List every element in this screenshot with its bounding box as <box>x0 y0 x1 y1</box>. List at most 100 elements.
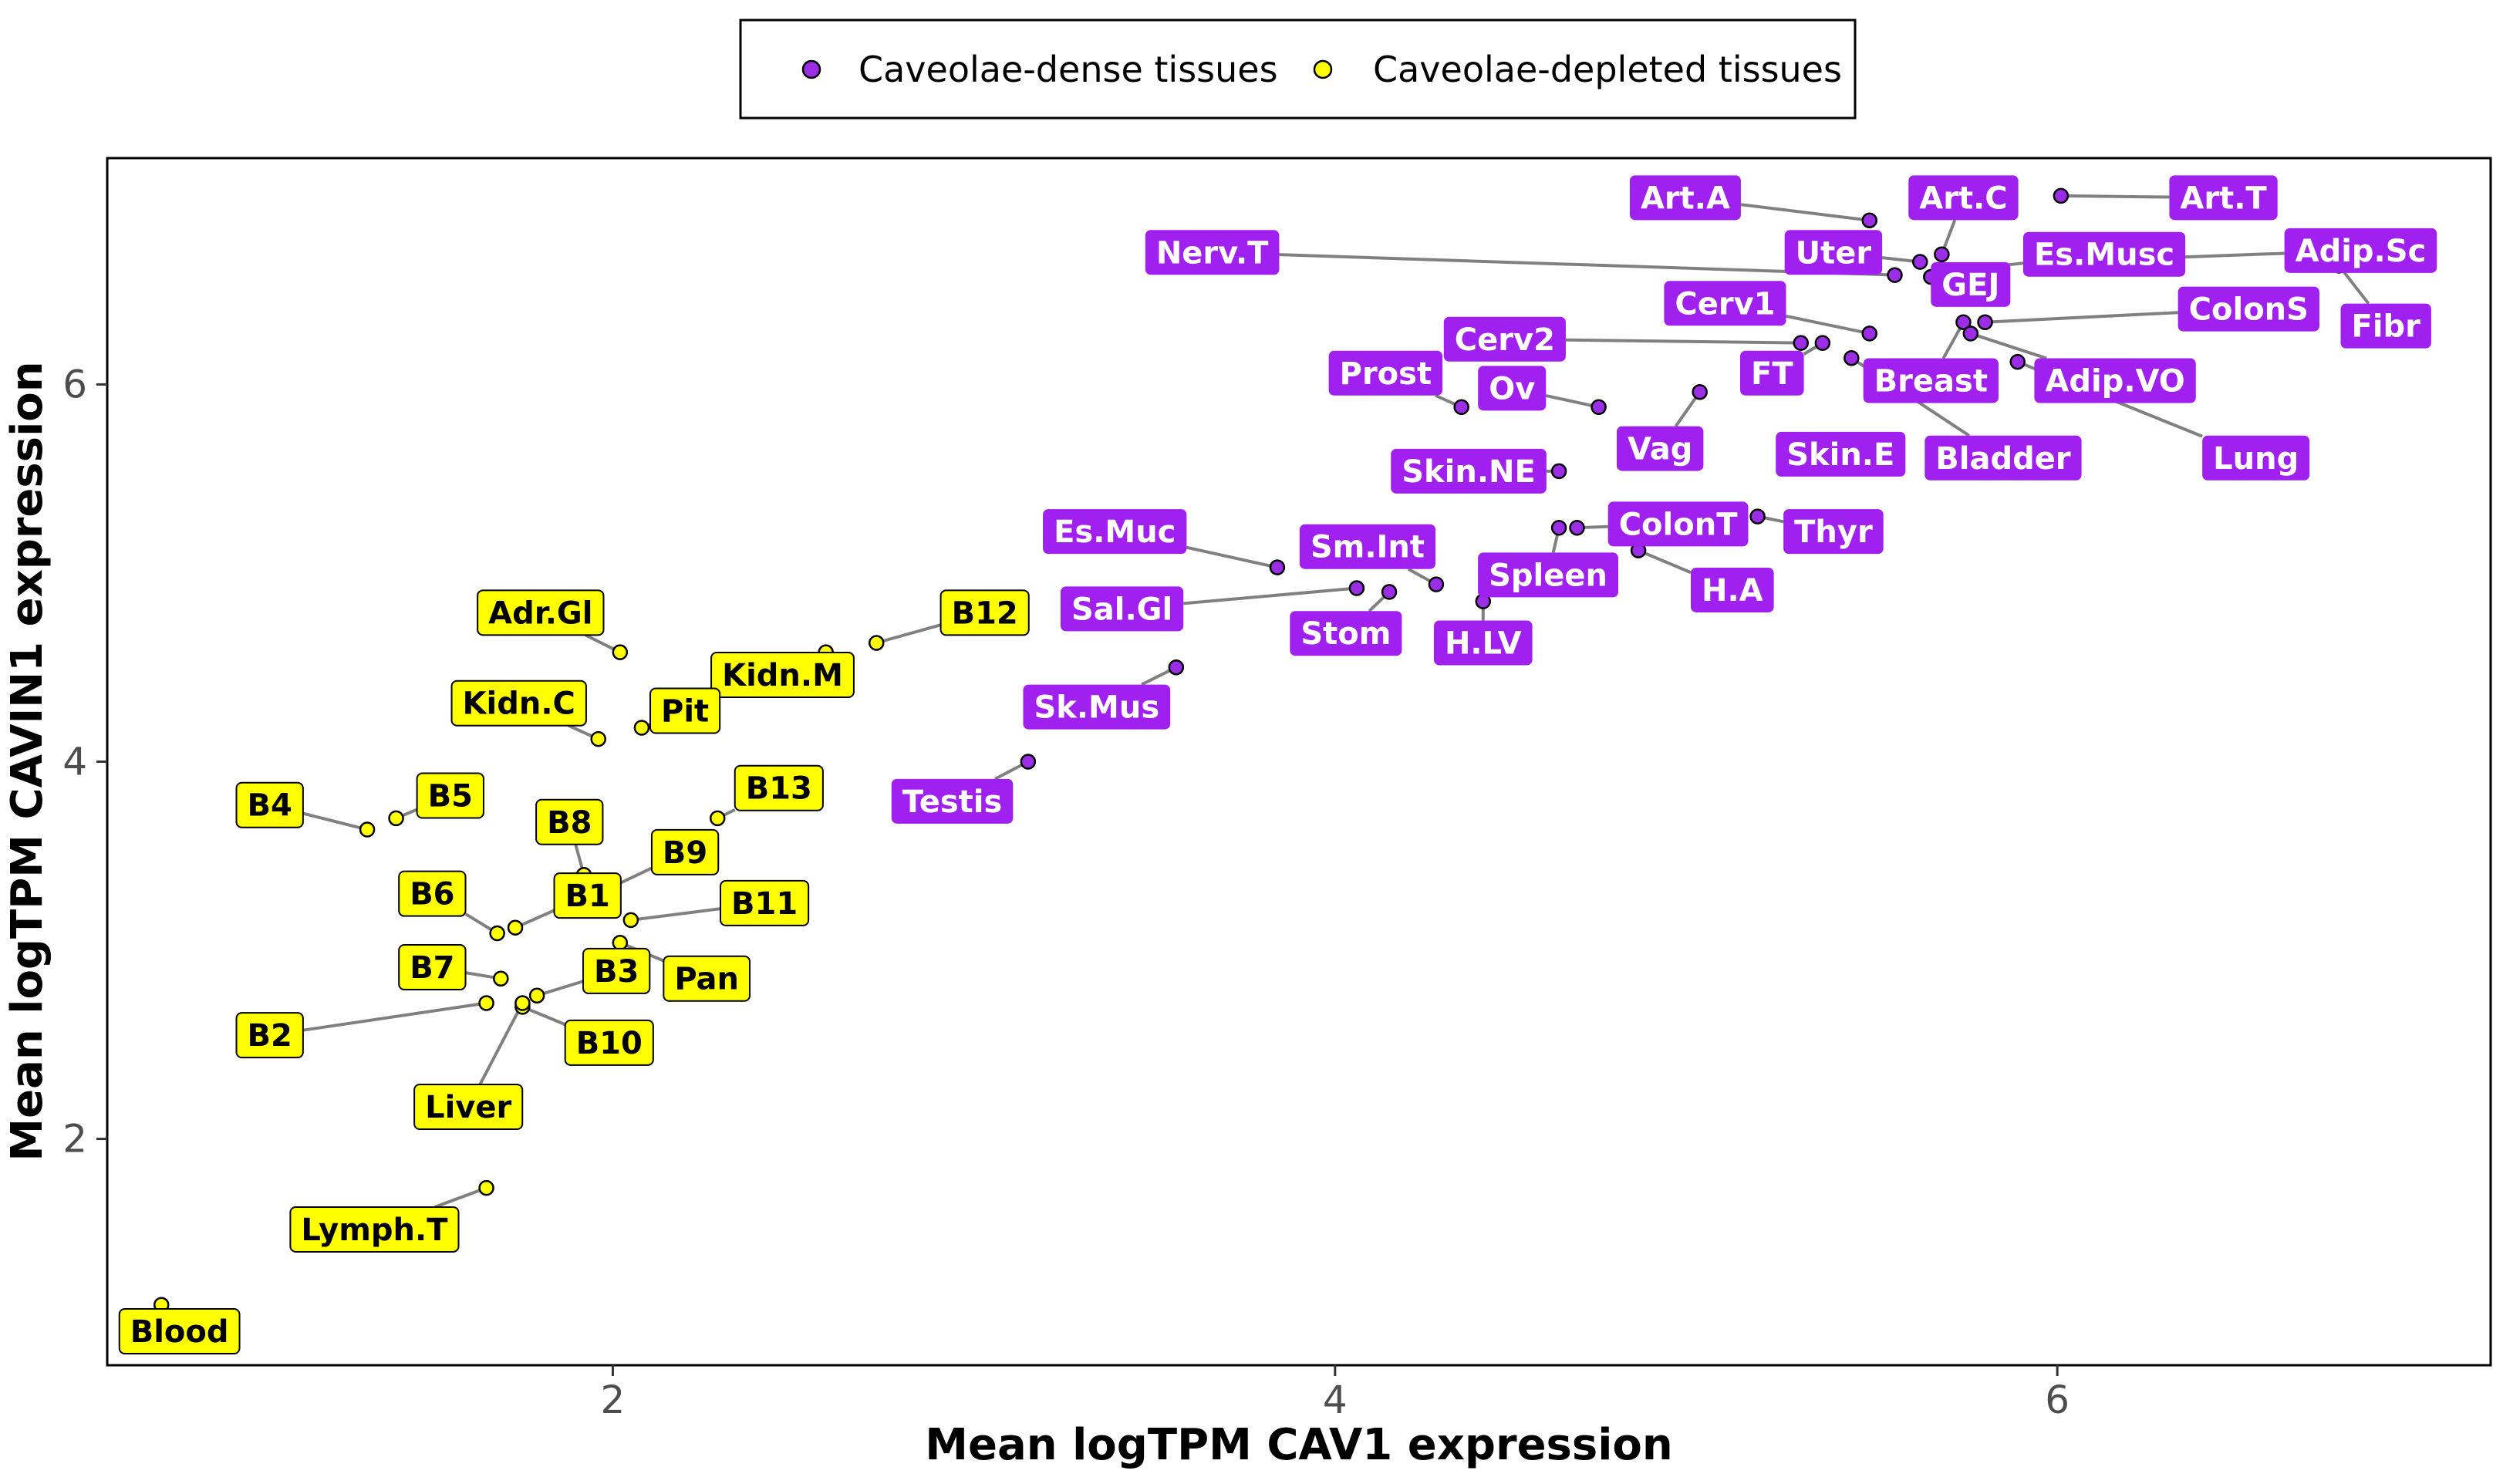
label-ft: FT <box>1740 350 1804 396</box>
label-box <box>1607 501 1749 547</box>
point-dense-ov <box>1591 399 1607 416</box>
point-dense-testis <box>1020 754 1037 770</box>
leader-line-art-a <box>1740 203 1870 222</box>
label-text: Cerv1 <box>1675 286 1775 322</box>
label-box <box>1784 230 1883 275</box>
label-text: Sal.Gl <box>1071 592 1172 627</box>
label-text: ColonS <box>2189 292 2309 328</box>
legend-marker-depleted <box>1313 59 1333 79</box>
data-points <box>153 187 2347 1313</box>
label-b3: B3 <box>582 947 651 994</box>
label-nerv-t: Nerv.T <box>1145 230 1280 275</box>
leader-line-h-a <box>1638 548 1692 575</box>
label-box <box>1478 366 1547 411</box>
label-text: Pit <box>661 693 709 729</box>
point-dense-spleen <box>1550 520 1567 536</box>
y-axis-title: Mean logTPM CAVIN1 expression <box>2 361 52 1161</box>
x-axis-title: Mean logTPM CAV1 expression <box>925 1420 1673 1470</box>
point-dense-vag <box>1692 383 1708 400</box>
label-h-lv: H.LV <box>1433 620 1533 666</box>
point-depleted-pit <box>633 720 650 736</box>
label-box <box>1740 350 1804 396</box>
label-pit: Pit <box>649 687 721 734</box>
label-text: Lung <box>2213 441 2299 477</box>
y-tick-label: 6 <box>62 362 87 406</box>
label-box <box>118 1307 241 1354</box>
label-b13: B13 <box>734 764 824 811</box>
label-box <box>1433 620 1533 666</box>
label-box <box>413 1083 524 1130</box>
leader-line-colons <box>1985 311 2178 324</box>
label-adr-gl: Adr.Gl <box>477 589 605 636</box>
label-text: Kidn.C <box>463 686 575 722</box>
leader-line-b3 <box>536 980 584 997</box>
label-text: B3 <box>594 954 639 990</box>
label-b2: B2 <box>235 1012 304 1059</box>
label-text: Fibr <box>2352 309 2421 345</box>
label-text: Thyr <box>1794 514 1873 550</box>
label-box <box>477 589 605 636</box>
y-axis: 2 4 6 <box>62 362 107 1162</box>
point-depleted-b12 <box>868 635 885 651</box>
point-depleted-pan <box>612 935 629 951</box>
label-box <box>710 652 855 699</box>
label-gej: GEJ <box>1931 261 2011 307</box>
label-box <box>1629 175 1741 221</box>
leader-line-cerv2 <box>1565 338 1801 345</box>
label-lung: Lung <box>2202 435 2310 481</box>
label-cerv1: Cerv1 <box>1664 281 1786 326</box>
point-dense-colons <box>1977 314 1993 330</box>
label-text: Kidn.M <box>722 658 843 693</box>
label-box <box>2340 303 2431 349</box>
label-box <box>398 944 467 991</box>
label-box <box>2022 231 2186 277</box>
legend-label-dense: Caveolae-dense tissues <box>859 49 1278 90</box>
point-depleted-b7 <box>493 970 509 987</box>
label-blood: Blood <box>118 1307 241 1354</box>
label-text: Art.C <box>1919 180 2007 216</box>
point-dense-prost <box>1453 399 1469 416</box>
label-box <box>416 772 484 819</box>
label-box <box>1299 524 1436 569</box>
label-box <box>535 798 604 845</box>
y-tick-label: 2 <box>62 1117 87 1162</box>
point-depleted-b4 <box>359 821 376 838</box>
point-dense-stom <box>1381 584 1398 600</box>
label-box <box>553 872 622 919</box>
label-text: Art.A <box>1641 180 1730 216</box>
point-dense-lung <box>2009 353 2026 370</box>
legend: Caveolae-dense tissues Caveolae-depleted… <box>739 19 1857 120</box>
label-box <box>1776 431 1906 477</box>
label-box <box>939 589 1030 636</box>
label-pan: Pan <box>663 955 751 1002</box>
label-box <box>2034 358 2196 403</box>
point-depleted-liver <box>514 995 531 1011</box>
point-dense-thyr <box>1749 508 1766 524</box>
label-text: B6 <box>410 877 454 912</box>
label-text: Prost <box>1340 356 1432 392</box>
label-box <box>2169 175 2278 221</box>
point-dense-colont <box>1569 520 1585 536</box>
label-box <box>1023 684 1171 730</box>
label-spleen: Spleen <box>1478 552 1618 598</box>
label-fibr: Fibr <box>2340 303 2431 349</box>
label-adip-sc: Adip.Sc <box>2284 228 2437 273</box>
label-text: Bladder <box>1935 441 2071 477</box>
point-depleted-b3 <box>528 987 545 1003</box>
label-box <box>235 781 304 828</box>
leader-line-sal-gl <box>1183 586 1358 605</box>
label-text: Adr.Gl <box>488 595 592 631</box>
label-box <box>450 680 587 727</box>
label-text: Stom <box>1300 616 1391 652</box>
leader-line-b11 <box>630 907 721 922</box>
label-art-a: Art.A <box>1629 175 1741 221</box>
point-dense-uter <box>1912 254 1928 270</box>
point-dense-adip-vo <box>1962 325 1979 342</box>
label-es-musc: Es.Musc <box>2022 231 2186 277</box>
point-depleted-b2 <box>478 995 494 1011</box>
label-text: Sk.Mus <box>1034 690 1159 726</box>
point-depleted-b11 <box>622 912 639 929</box>
label-text: B8 <box>547 805 592 841</box>
label-vag: Vag <box>1616 426 1704 471</box>
label-text: Adip.VO <box>2045 364 2184 400</box>
